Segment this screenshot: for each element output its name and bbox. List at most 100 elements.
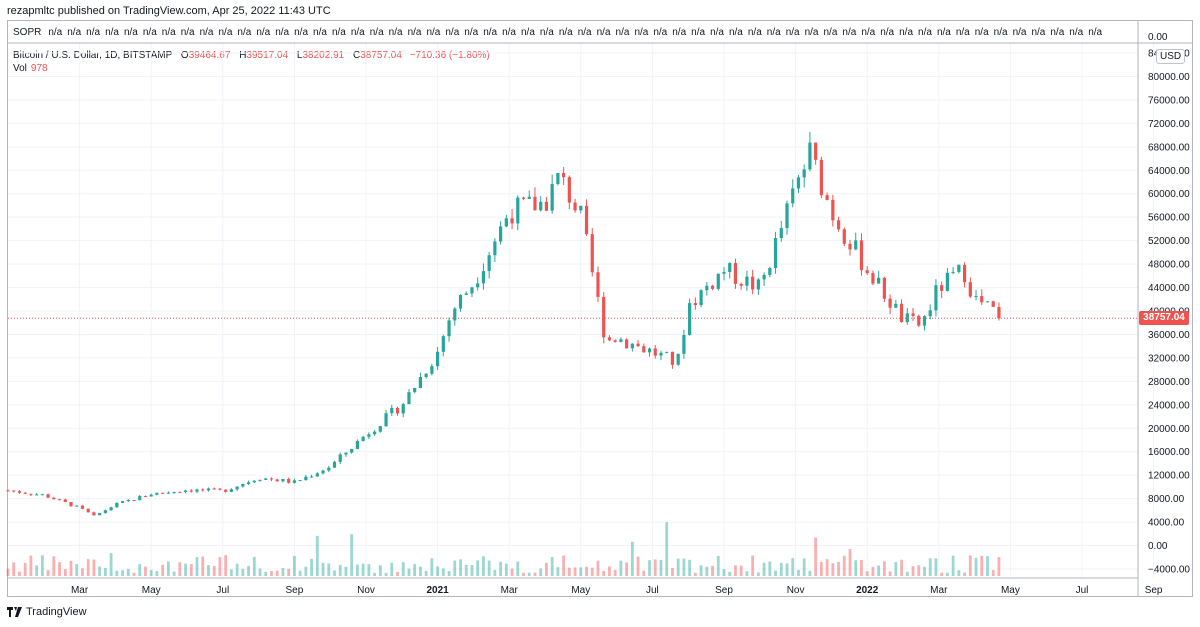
candle-body xyxy=(871,273,875,284)
candle-body xyxy=(991,301,995,307)
volume-bar xyxy=(602,570,606,576)
candle-body xyxy=(579,205,583,211)
volume-bar xyxy=(579,567,583,576)
volume-bar xyxy=(327,563,331,576)
price-axis-label: 44000.00 xyxy=(1148,283,1190,294)
candle-body xyxy=(951,271,955,273)
candle-body xyxy=(848,243,852,250)
candle-body xyxy=(630,343,634,349)
candle-body xyxy=(367,434,371,437)
candle-body xyxy=(384,413,388,427)
sopr-na-value: n/a xyxy=(483,27,498,38)
volume-bar xyxy=(785,563,789,576)
candle-body xyxy=(985,301,990,303)
volume-bar xyxy=(350,534,354,576)
candle-body xyxy=(550,184,554,211)
candle-body xyxy=(224,489,228,492)
volume-bar xyxy=(29,555,33,576)
sopr-na-value: n/a xyxy=(161,27,176,38)
volume-bar xyxy=(281,567,285,576)
volume-bar xyxy=(991,569,995,576)
candle-body xyxy=(922,316,927,326)
candle-body xyxy=(705,285,709,291)
currency-badge[interactable]: USD xyxy=(1156,49,1186,64)
candle-body xyxy=(23,492,27,494)
candle-body xyxy=(98,512,102,516)
candle-body xyxy=(418,377,423,388)
sopr-na-value: n/a xyxy=(615,27,630,38)
candle-body xyxy=(246,482,251,484)
tradingview-brand: TradingView xyxy=(7,606,87,618)
volume-bar xyxy=(739,565,743,576)
volume-bar xyxy=(401,562,405,576)
candle-body xyxy=(183,490,188,492)
sopr-na-value: n/a xyxy=(445,27,460,38)
volume-bar xyxy=(842,555,846,576)
candle-body xyxy=(733,263,738,284)
volume-bar xyxy=(928,558,932,576)
volume-bar xyxy=(808,570,812,576)
sopr-na-value: n/a xyxy=(842,27,857,38)
candle-body xyxy=(361,436,365,441)
candle-body xyxy=(917,315,921,326)
candle-body xyxy=(407,392,411,405)
candle-body xyxy=(481,271,486,284)
volume-bar xyxy=(304,566,308,576)
candle-body xyxy=(493,241,497,256)
candle-body xyxy=(212,488,216,490)
sopr-na-value: n/a xyxy=(275,27,290,38)
sopr-na-value: n/a xyxy=(766,27,781,38)
candle-body xyxy=(676,353,680,365)
candle-body xyxy=(533,196,537,211)
volume-bar xyxy=(630,541,634,576)
volume-bar xyxy=(441,568,445,576)
candle-body xyxy=(619,339,623,342)
sopr-na-value: n/a xyxy=(728,27,743,38)
candle-body xyxy=(521,197,526,199)
volume-bar xyxy=(275,570,279,576)
volume-bar xyxy=(671,567,674,576)
volume-bar xyxy=(550,557,554,576)
volume-bar xyxy=(774,570,777,576)
volume-bar xyxy=(545,562,548,576)
volume-bar xyxy=(430,558,434,576)
volume-bar xyxy=(98,566,102,576)
sopr-na-value: n/a xyxy=(861,27,876,38)
candle-body xyxy=(625,339,629,349)
price-axis-label: 36000.00 xyxy=(1148,330,1190,341)
volume-bar xyxy=(470,565,474,576)
candle-body xyxy=(372,431,377,435)
candle-body xyxy=(436,351,440,367)
sopr-na-value: n/a xyxy=(48,27,63,38)
sopr-na-value: n/a xyxy=(936,27,951,38)
candle-body xyxy=(596,272,600,297)
candle-body xyxy=(189,490,193,492)
candle-body xyxy=(659,352,663,356)
volume-bar xyxy=(997,557,1001,576)
volume-bar xyxy=(224,555,228,576)
candle-body xyxy=(40,494,44,496)
high-value: 39517.04 xyxy=(246,50,289,61)
sopr-na-value: n/a xyxy=(1012,27,1027,38)
volume-bar xyxy=(161,564,165,576)
volume-bar xyxy=(373,572,376,576)
candle-body xyxy=(155,492,159,495)
sopr-na-value: n/a xyxy=(974,27,989,38)
candle-body xyxy=(86,508,90,513)
candle-body xyxy=(29,493,33,495)
candle-body xyxy=(46,494,50,498)
volume-bar xyxy=(533,572,537,576)
candle-body xyxy=(584,205,589,235)
volume-bar xyxy=(556,567,560,576)
sopr-na-value: n/a xyxy=(388,27,403,38)
candle-body xyxy=(235,486,239,490)
volume-bar xyxy=(356,564,359,576)
volume-bar xyxy=(436,566,439,576)
candle-body xyxy=(166,492,170,494)
volume-bar xyxy=(653,559,657,576)
volume-bar xyxy=(968,555,972,576)
candle-body xyxy=(859,240,864,271)
high-key: H xyxy=(239,50,247,61)
volume-bar xyxy=(499,561,503,576)
